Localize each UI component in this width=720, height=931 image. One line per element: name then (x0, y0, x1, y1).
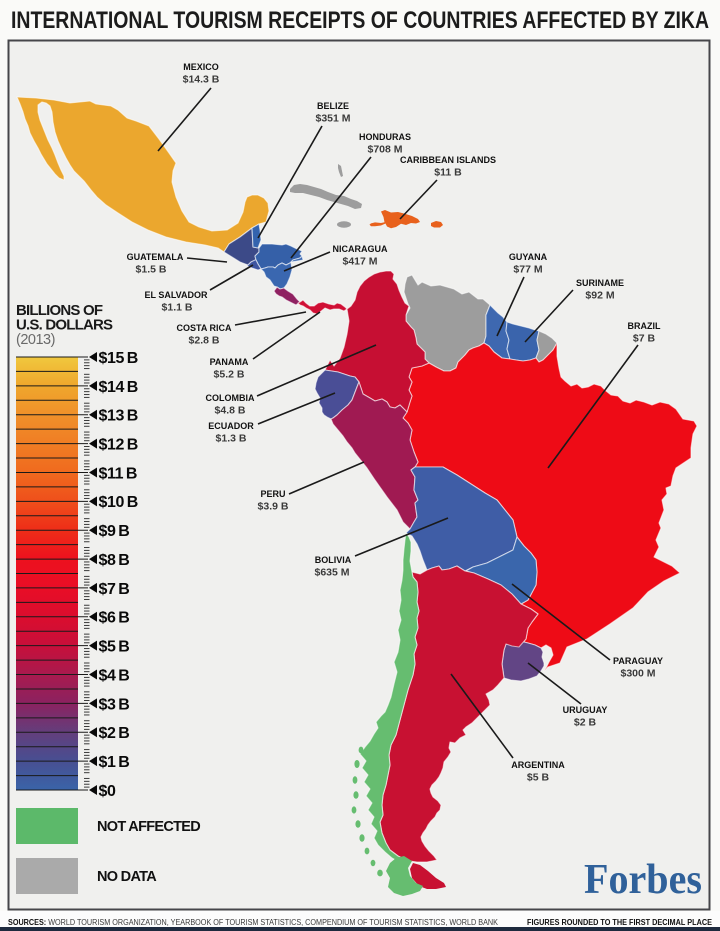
svg-text:$635 M: $635 M (314, 567, 349, 579)
svg-text:$1 B: $1 B (99, 754, 130, 771)
svg-text:$351 M: $351 M (315, 113, 350, 125)
svg-text:$92 M: $92 M (585, 290, 614, 302)
svg-text:SURINAME: SURINAME (576, 278, 624, 288)
svg-text:INTERNATIONAL TOURISM RECEIPTS: INTERNATIONAL TOURISM RECEIPTS OF COUNTR… (11, 7, 709, 34)
svg-text:U.S. DOLLARS: U.S. DOLLARS (16, 317, 113, 334)
svg-text:$0: $0 (99, 783, 116, 800)
svg-text:GUYANA: GUYANA (509, 252, 548, 262)
svg-text:FIGURES ROUNDED TO THE FIRST D: FIGURES ROUNDED TO THE FIRST DECIMAL PLA… (527, 917, 712, 927)
svg-text:$5.2 B: $5.2 B (214, 369, 245, 381)
svg-text:$8 B: $8 B (99, 552, 130, 569)
svg-text:$3 B: $3 B (99, 696, 130, 713)
svg-text:$13 B: $13 B (99, 408, 138, 425)
svg-text:$1.1 B: $1.1 B (162, 302, 193, 314)
svg-text:$14 B: $14 B (99, 379, 138, 396)
svg-text:$2 B: $2 B (574, 717, 597, 729)
svg-text:$5 B: $5 B (527, 772, 550, 784)
svg-text:EL SALVADOR: EL SALVADOR (144, 290, 208, 300)
svg-text:BILLIONS OF: BILLIONS OF (16, 302, 103, 319)
svg-text:BOLIVIA: BOLIVIA (315, 555, 352, 565)
svg-text:$9 B: $9 B (99, 523, 130, 540)
svg-text:NICARAGUA: NICARAGUA (333, 244, 388, 254)
svg-text:HONDURAS: HONDURAS (359, 132, 411, 142)
svg-text:NO DATA: NO DATA (97, 869, 157, 885)
svg-text:$417 M: $417 M (342, 256, 377, 268)
svg-text:$11 B: $11 B (99, 465, 138, 482)
svg-text:$15 B: $15 B (99, 350, 138, 367)
svg-text:$11 B: $11 B (434, 167, 462, 179)
svg-text:$5 B: $5 B (99, 639, 130, 656)
svg-text:$12 B: $12 B (99, 437, 138, 454)
svg-text:$1.3 B: $1.3 B (216, 433, 247, 445)
svg-text:PERU: PERU (260, 489, 285, 499)
svg-text:$4 B: $4 B (99, 667, 130, 684)
svg-text:$7 B: $7 B (99, 581, 130, 598)
svg-text:$4.8 B: $4.8 B (215, 405, 246, 417)
svg-text:$2.8 B: $2.8 B (189, 335, 220, 347)
svg-text:$300 M: $300 M (620, 668, 655, 680)
svg-text:MEXICO: MEXICO (183, 62, 219, 72)
svg-text:$7 B: $7 B (633, 333, 656, 345)
svg-text:$3.9 B: $3.9 B (258, 501, 289, 513)
svg-text:$1.5 B: $1.5 B (136, 264, 167, 276)
svg-text:BELIZE: BELIZE (317, 101, 349, 111)
svg-text:$2 B: $2 B (99, 725, 130, 742)
svg-text:PARAGUAY: PARAGUAY (613, 656, 663, 666)
svg-text:PANAMA: PANAMA (210, 357, 249, 367)
svg-text:URUGUAY: URUGUAY (563, 705, 608, 715)
svg-text:$6 B: $6 B (99, 610, 130, 627)
svg-text:COLOMBIA: COLOMBIA (206, 393, 255, 403)
svg-text:(2013): (2013) (16, 332, 55, 348)
svg-text:CARIBBEAN ISLANDS: CARIBBEAN ISLANDS (400, 155, 496, 165)
svg-text:$14.3 B: $14.3 B (183, 74, 220, 86)
svg-text:GUATEMALA: GUATEMALA (127, 252, 184, 262)
svg-text:NOT AFFECTED: NOT AFFECTED (97, 819, 200, 835)
svg-text:COSTA RICA: COSTA RICA (177, 323, 232, 333)
svg-text:ECUADOR: ECUADOR (208, 421, 254, 431)
svg-text:SOURCES: WORLD TOURISM ORGANIZ: SOURCES: WORLD TOURISM ORGANIZATION, YEA… (8, 917, 498, 927)
svg-text:Forbes: Forbes (584, 857, 702, 903)
svg-text:$708 M: $708 M (367, 144, 402, 156)
svg-text:BRAZIL: BRAZIL (628, 321, 661, 331)
svg-text:ARGENTINA: ARGENTINA (511, 760, 565, 770)
svg-text:$77 M: $77 M (513, 264, 542, 276)
svg-text:$10 B: $10 B (99, 494, 138, 511)
